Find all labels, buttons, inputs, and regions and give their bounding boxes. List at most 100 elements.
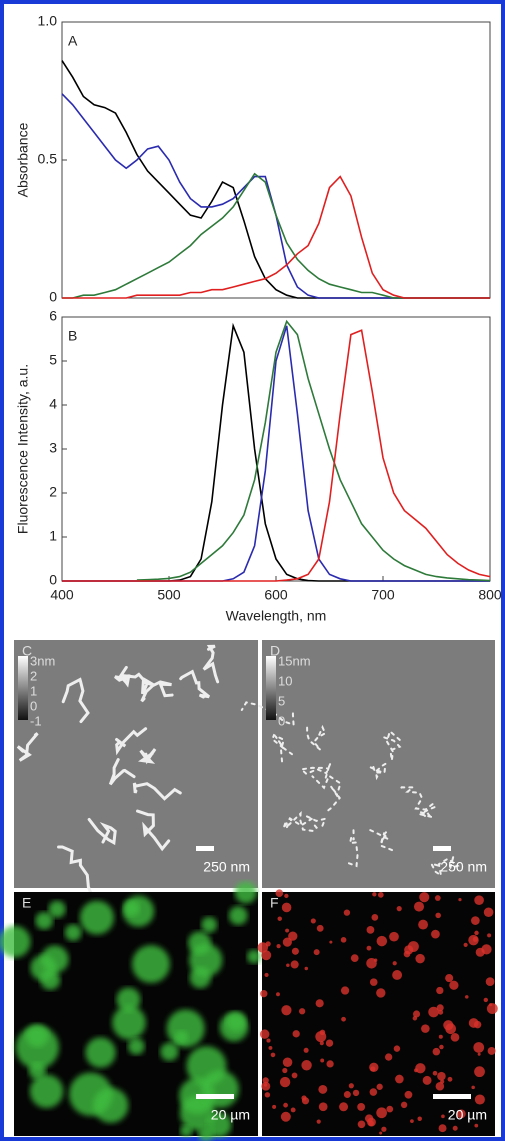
fluorescent-spot <box>421 1024 430 1033</box>
fluorescent-spot <box>264 973 268 977</box>
y-tick-label: 1.0 <box>38 13 58 29</box>
fluorescent-spot <box>437 1004 444 1011</box>
fluorescent-spot <box>378 892 384 898</box>
fluorescent-spot <box>112 1006 146 1040</box>
fluorescent-spot <box>386 1106 393 1113</box>
fluorescent-spot <box>286 963 290 967</box>
fluorescent-spot <box>423 1076 432 1085</box>
image-background <box>262 892 495 1136</box>
scale-label: 20 µm <box>211 1107 250 1123</box>
fluorescent-spot <box>190 967 211 988</box>
scale-bar <box>196 846 214 851</box>
fluorescent-spot <box>302 1097 309 1104</box>
fluorescent-spot <box>180 1125 192 1137</box>
fluorescent-spot <box>418 920 428 930</box>
fluorescent-spot <box>484 907 494 917</box>
fluorescent-spot <box>471 916 480 925</box>
fluorescent-spot <box>132 945 170 983</box>
fluorescent-spot <box>349 1083 354 1088</box>
fluorescent-spot <box>441 1115 445 1119</box>
y-tick-label: 2 <box>49 484 57 500</box>
scale-bar <box>433 846 451 851</box>
fluorescent-spot <box>437 1072 446 1081</box>
fluorescent-spot <box>395 1075 404 1084</box>
fluorescent-spot <box>353 1090 359 1096</box>
fluorescent-spot <box>283 1058 293 1068</box>
fluorescent-spot <box>443 1020 453 1030</box>
fluorescent-spot <box>35 912 53 930</box>
fluorescent-spot <box>368 1121 374 1127</box>
fluorescent-spot <box>487 933 491 937</box>
fluorescent-spot <box>278 917 282 921</box>
fluorescent-spot <box>282 903 292 913</box>
fluorescent-spot <box>220 1013 248 1041</box>
fluorescent-spot <box>474 1124 478 1128</box>
y-tick-label: 5 <box>49 352 57 368</box>
fluorescent-spot <box>281 1005 291 1015</box>
fluorescent-spot <box>316 999 324 1007</box>
image-panel: F20 µm <box>258 889 498 1136</box>
fluorescent-spot <box>260 1029 270 1039</box>
fluorescent-spot <box>282 1068 287 1073</box>
colorbar-label: 5 <box>278 693 285 708</box>
fluorescent-spot <box>30 955 56 981</box>
y-tick-label: 1 <box>49 528 57 544</box>
fluorescent-spot <box>370 978 378 986</box>
fluorescent-spot <box>439 1124 447 1132</box>
y-tick-label: 4 <box>49 396 57 412</box>
fluorescent-spot <box>266 1039 270 1043</box>
fluorescent-spot <box>293 1030 300 1037</box>
fluorescent-spot <box>464 943 468 947</box>
scale-label: 250 nm <box>440 859 487 875</box>
panel-label: C <box>22 643 32 659</box>
fluorescent-spot <box>276 944 280 948</box>
fluorescent-spot <box>367 926 375 934</box>
panel-label: A <box>68 33 78 49</box>
fluorescent-spot <box>393 961 397 965</box>
scale-label: 250 nm <box>203 859 250 875</box>
fluorescent-spot <box>284 894 288 898</box>
scale-label: 20 µm <box>448 1107 487 1123</box>
fluorescent-spot <box>484 998 488 1002</box>
fluorescent-spot <box>235 881 257 903</box>
fluorescent-spot <box>283 1103 288 1108</box>
fluorescent-spot <box>415 954 424 963</box>
fluorescent-spot <box>261 1082 270 1091</box>
fluorescent-spot <box>431 930 440 939</box>
fluorescent-spot <box>288 931 297 940</box>
fluorescent-spot <box>317 925 324 932</box>
fluorescent-spot <box>449 981 458 990</box>
fluorescent-spot <box>465 995 469 999</box>
scale-bar <box>196 1094 234 1099</box>
fluorescent-spot <box>392 970 402 980</box>
fluorescent-spot <box>453 1126 458 1131</box>
fluorescent-spot <box>320 1030 326 1036</box>
fluorescent-spot <box>439 1035 443 1039</box>
y-tick-label: 6 <box>49 308 57 324</box>
fluorescent-spot <box>30 1075 63 1108</box>
fluorescent-spot <box>344 1091 351 1098</box>
fluorescent-spot <box>394 1045 400 1051</box>
fluorescent-spot <box>439 1045 444 1050</box>
fluorescent-spot <box>486 977 495 986</box>
fluorescent-spot <box>261 950 271 960</box>
fluorescent-spot <box>376 988 385 997</box>
fluorescent-spot <box>65 924 82 941</box>
fluorescent-spot <box>201 1070 239 1108</box>
fluorescent-spot <box>271 1053 276 1058</box>
y-tick-label: 0 <box>49 289 57 305</box>
fluorescent-spot <box>367 946 372 951</box>
fluorescent-spot <box>339 1102 348 1111</box>
colorbar-label: 15nm <box>278 653 311 668</box>
fluorescent-spot <box>357 1103 365 1111</box>
fluorescent-spot <box>329 941 332 944</box>
fluorescent-spot <box>0 926 31 958</box>
fluorescent-spot <box>478 1053 481 1056</box>
x-tick-label: 400 <box>50 587 74 603</box>
fluorescent-spot <box>268 1046 272 1050</box>
fluorescent-spot <box>489 1003 492 1006</box>
fluorescent-spot <box>458 898 461 901</box>
fluorescent-spot <box>160 1043 178 1061</box>
fluorescent-spot <box>413 1010 420 1017</box>
fluorescent-spot <box>229 906 248 925</box>
